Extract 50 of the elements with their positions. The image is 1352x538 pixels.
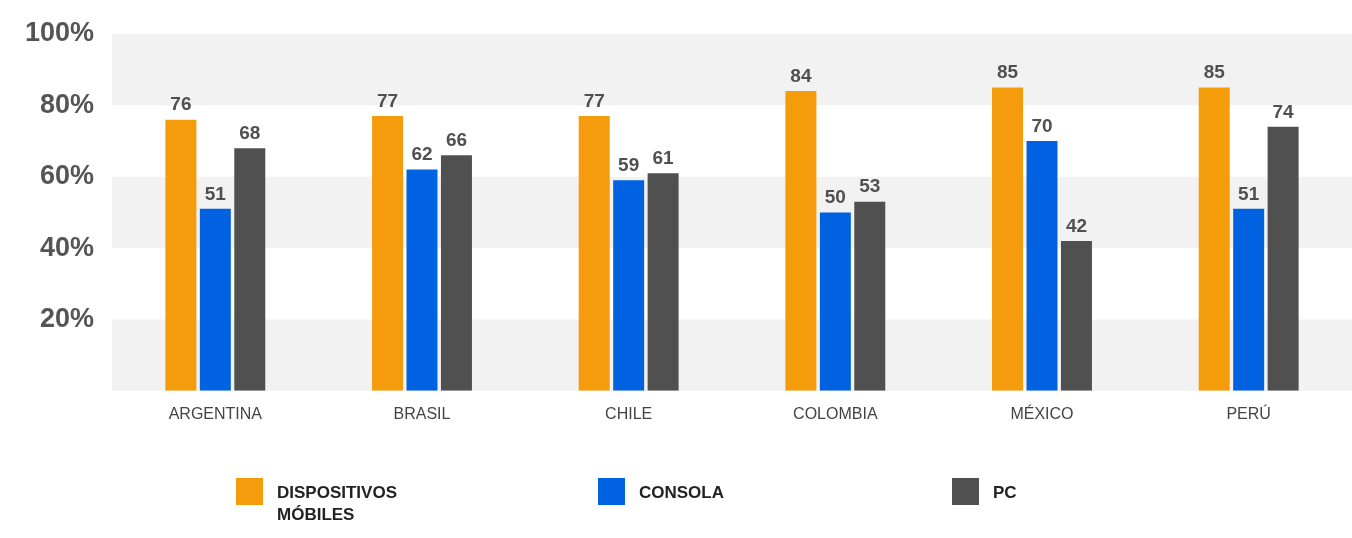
y-tick-label: 40% — [39, 231, 94, 262]
y-tick-label: 100% — [24, 17, 94, 48]
data-label: 85 — [996, 61, 1019, 83]
data-label: 51 — [1238, 182, 1260, 204]
x-tick-label: ARGENTINA — [168, 404, 263, 422]
data-label: 77 — [376, 89, 399, 111]
y-tick-label: 80% — [39, 88, 94, 119]
bar — [165, 119, 197, 391]
data-label: 59 — [618, 154, 640, 176]
bar — [992, 87, 1024, 391]
bar — [1060, 240, 1092, 391]
bar — [1026, 141, 1058, 391]
data-label: 70 — [1031, 114, 1053, 136]
bar — [199, 208, 231, 391]
x-tick-label: BRASIL — [393, 404, 451, 422]
legend-label: PC — [993, 482, 1018, 504]
bar — [372, 116, 404, 391]
bar — [578, 116, 610, 391]
data-label: 74 — [1272, 100, 1295, 122]
x-tick-label: PERÚ — [1226, 403, 1271, 422]
data-label: 42 — [1065, 214, 1088, 236]
data-label: 85 — [1203, 61, 1226, 83]
x-tick-label: CHILE — [605, 404, 653, 422]
bar — [1267, 126, 1299, 391]
data-label: 84 — [790, 64, 812, 86]
bar — [406, 169, 438, 391]
bar — [1233, 208, 1265, 391]
bar — [1198, 87, 1230, 391]
data-label: 62 — [411, 143, 433, 165]
data-label: 61 — [652, 146, 675, 168]
x-tick-label: COLOMBIA — [793, 404, 878, 422]
bar — [819, 212, 851, 391]
data-label: 68 — [239, 121, 261, 143]
y-tick-label: 20% — [39, 302, 94, 333]
bar — [613, 180, 645, 391]
legend-label: DISPOSITIVOS MÓBILES — [277, 482, 398, 526]
bar — [647, 173, 679, 391]
bar — [785, 91, 817, 391]
data-label: 51 — [204, 182, 227, 204]
data-label: 50 — [824, 186, 846, 208]
bar — [440, 155, 472, 391]
data-label: 76 — [170, 93, 192, 115]
data-label: 53 — [859, 175, 881, 197]
data-label: 77 — [583, 89, 605, 111]
x-tick-label: MÉXICO — [1010, 403, 1074, 422]
y-tick-label: 60% — [39, 160, 94, 191]
legend-label: CONSOLA — [639, 482, 725, 504]
bar — [234, 148, 266, 391]
bar — [854, 201, 886, 391]
data-label: 66 — [445, 129, 468, 151]
